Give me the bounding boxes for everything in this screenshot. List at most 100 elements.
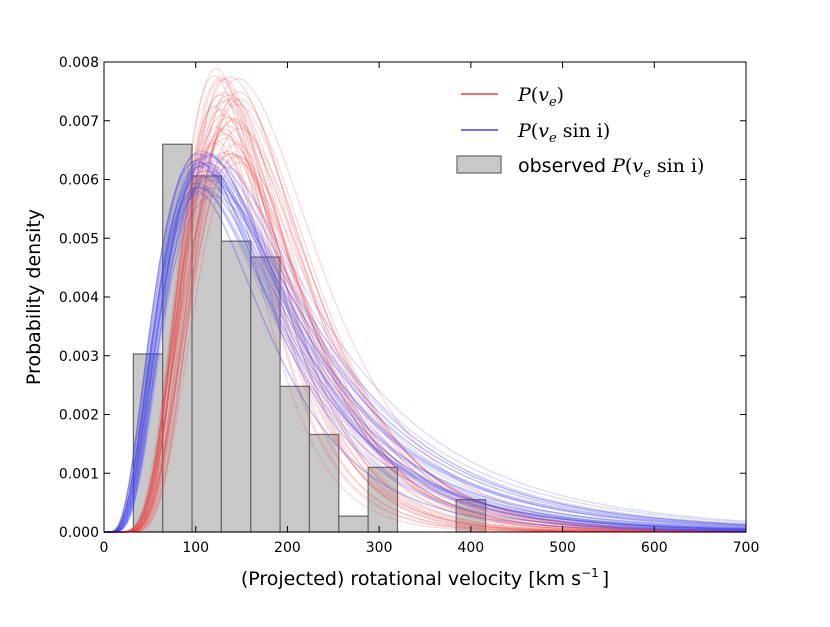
curve-p-ve-2: [104, 92, 746, 533]
curve-p-vesini-21: [104, 170, 747, 533]
curve-p-ve-1: [104, 94, 746, 533]
curve-p-ve-7: [104, 154, 747, 533]
curve-p-ve-27: [104, 156, 746, 533]
curve-p-ve-8: [104, 98, 746, 533]
curve-p-ve-12: [104, 137, 746, 533]
curve-p-vesini-33: [104, 187, 747, 533]
legend-swatch-2: [456, 155, 502, 174]
histogram-layer: [132, 143, 487, 533]
curve-p-vesini-31: [104, 192, 746, 533]
curve-p-ve-22: [104, 103, 746, 533]
ticks-layer: 0 100 200 300 400 500 600 700 0.000 0.001 0.002 0.0…: [59, 55, 759, 556]
curve-p-vesini-8: [104, 156, 747, 533]
curve-p-vesini-2: [104, 164, 747, 533]
curve-p-ve-20: [104, 114, 746, 533]
curve-p-ve-26: [104, 128, 747, 533]
curve-p-vesini-36: [104, 176, 746, 533]
curve-p-vesini-14: [104, 176, 747, 533]
curve-p-ve-21: [104, 76, 746, 533]
curve-p-ve-17: [104, 100, 747, 533]
curve-p-vesini-13: [104, 161, 747, 533]
curve-p-ve-32: [104, 78, 747, 533]
curve-p-vesini-0: [104, 153, 747, 533]
curve-p-vesini-32: [104, 152, 747, 533]
x-tick-label-0: 0: [100, 540, 109, 556]
histogram-bar-8: [367, 466, 399, 533]
histogram-bar-1: [162, 143, 193, 533]
curve-p-vesini-12: [104, 170, 747, 533]
curve-p-vesini-1: [104, 187, 747, 533]
curve-p-ve-33: [104, 91, 746, 533]
curve-p-vesini-4: [104, 160, 747, 533]
curve-p-vesini-6: [104, 153, 746, 533]
curve-p-vesini-23: [104, 182, 747, 533]
x-tick-label-2: 200: [274, 540, 301, 556]
curve-p-vesini-30: [104, 190, 747, 533]
curve-p-vesini-9: [104, 160, 747, 533]
legend-label-2: observed P(ve sin i): [518, 155, 704, 181]
x-axis-label: (Projected) rotational velocity [km s−1]: [241, 566, 609, 590]
curve-p-vesini-24: [104, 162, 747, 533]
curve-p-ve-9: [104, 76, 746, 533]
histogram-bar-3: [220, 240, 252, 533]
x-tick-label-3: 300: [366, 540, 393, 556]
y-axis-label: Probability density: [23, 209, 45, 385]
curve-p-vesini-15: [104, 150, 747, 533]
histogram-bar-7: [338, 515, 369, 533]
curve-p-ve-6: [104, 120, 747, 533]
legend: P(ve) P(ve sin i) observed P(ve sin i): [456, 84, 704, 181]
y-tick-label-1: 0.001: [59, 466, 99, 482]
curve-p-ve-10: [104, 133, 747, 533]
curve-p-ve-23: [104, 116, 746, 533]
curve-p-ve-30: [104, 152, 746, 533]
y-tick-label-8: 0.008: [59, 55, 99, 71]
y-tick-label-7: 0.007: [59, 114, 99, 130]
legend-label-1: P(ve sin i): [517, 120, 610, 146]
curve-p-vesini-18: [104, 170, 747, 533]
y-tick-label-0: 0.000: [59, 525, 99, 541]
curve-p-ve-36: [104, 118, 747, 533]
curve-p-vesini-16: [104, 155, 747, 533]
x-tick-label-5: 500: [549, 540, 576, 556]
curve-p-vesini-19: [104, 173, 747, 533]
curve-p-ve-16: [104, 161, 746, 533]
curve-p-vesini-11: [104, 185, 747, 533]
curve-p-vesini-7: [104, 154, 746, 533]
curve-p-ve-18: [104, 150, 746, 533]
y-tick-label-6: 0.006: [59, 173, 99, 189]
y-tick-label-5: 0.005: [59, 231, 99, 247]
curve-p-vesini-26: [104, 160, 747, 533]
x-tick-label-7: 700: [733, 540, 760, 556]
x-tick-label-4: 400: [457, 540, 484, 556]
curve-p-vesini-38: [104, 153, 747, 533]
curve-p-ve-24: [104, 127, 747, 533]
curve-p-vesini-29: [104, 162, 747, 533]
curve-p-vesini-34: [104, 175, 747, 533]
curve-p-vesini-22: [104, 179, 747, 533]
curve-p-vesini-37: [104, 158, 747, 533]
y-tick-label-2: 0.002: [59, 408, 99, 424]
curve-p-ve-39: [104, 166, 746, 533]
legend-label-0: P(ve): [517, 84, 564, 110]
curve-p-vesini-39: [104, 186, 747, 533]
x-tick-label-6: 600: [641, 540, 668, 556]
curve-p-ve-3: [104, 98, 746, 533]
curve-p-vesini-27: [104, 153, 747, 533]
curve-p-vesini-3: [104, 186, 747, 533]
histogram-bar-5: [279, 385, 311, 533]
y-tick-label-3: 0.003: [59, 349, 99, 365]
curve-p-ve-31: [104, 153, 746, 533]
y-tick-label-4: 0.004: [59, 290, 99, 306]
curve-p-vesini-20: [104, 188, 747, 533]
curve-p-vesini-25: [104, 165, 747, 533]
histogram-bar-0: [132, 353, 164, 533]
curve-p-vesini-28: [104, 195, 747, 533]
curve-p-vesini-17: [104, 166, 746, 533]
curve-p-ve-4: [104, 142, 746, 533]
curve-p-vesini-35: [104, 164, 747, 533]
x-tick-label-1: 100: [182, 540, 209, 556]
curve-p-vesini-5: [104, 173, 747, 533]
curve-p-ve-13: [104, 94, 747, 533]
